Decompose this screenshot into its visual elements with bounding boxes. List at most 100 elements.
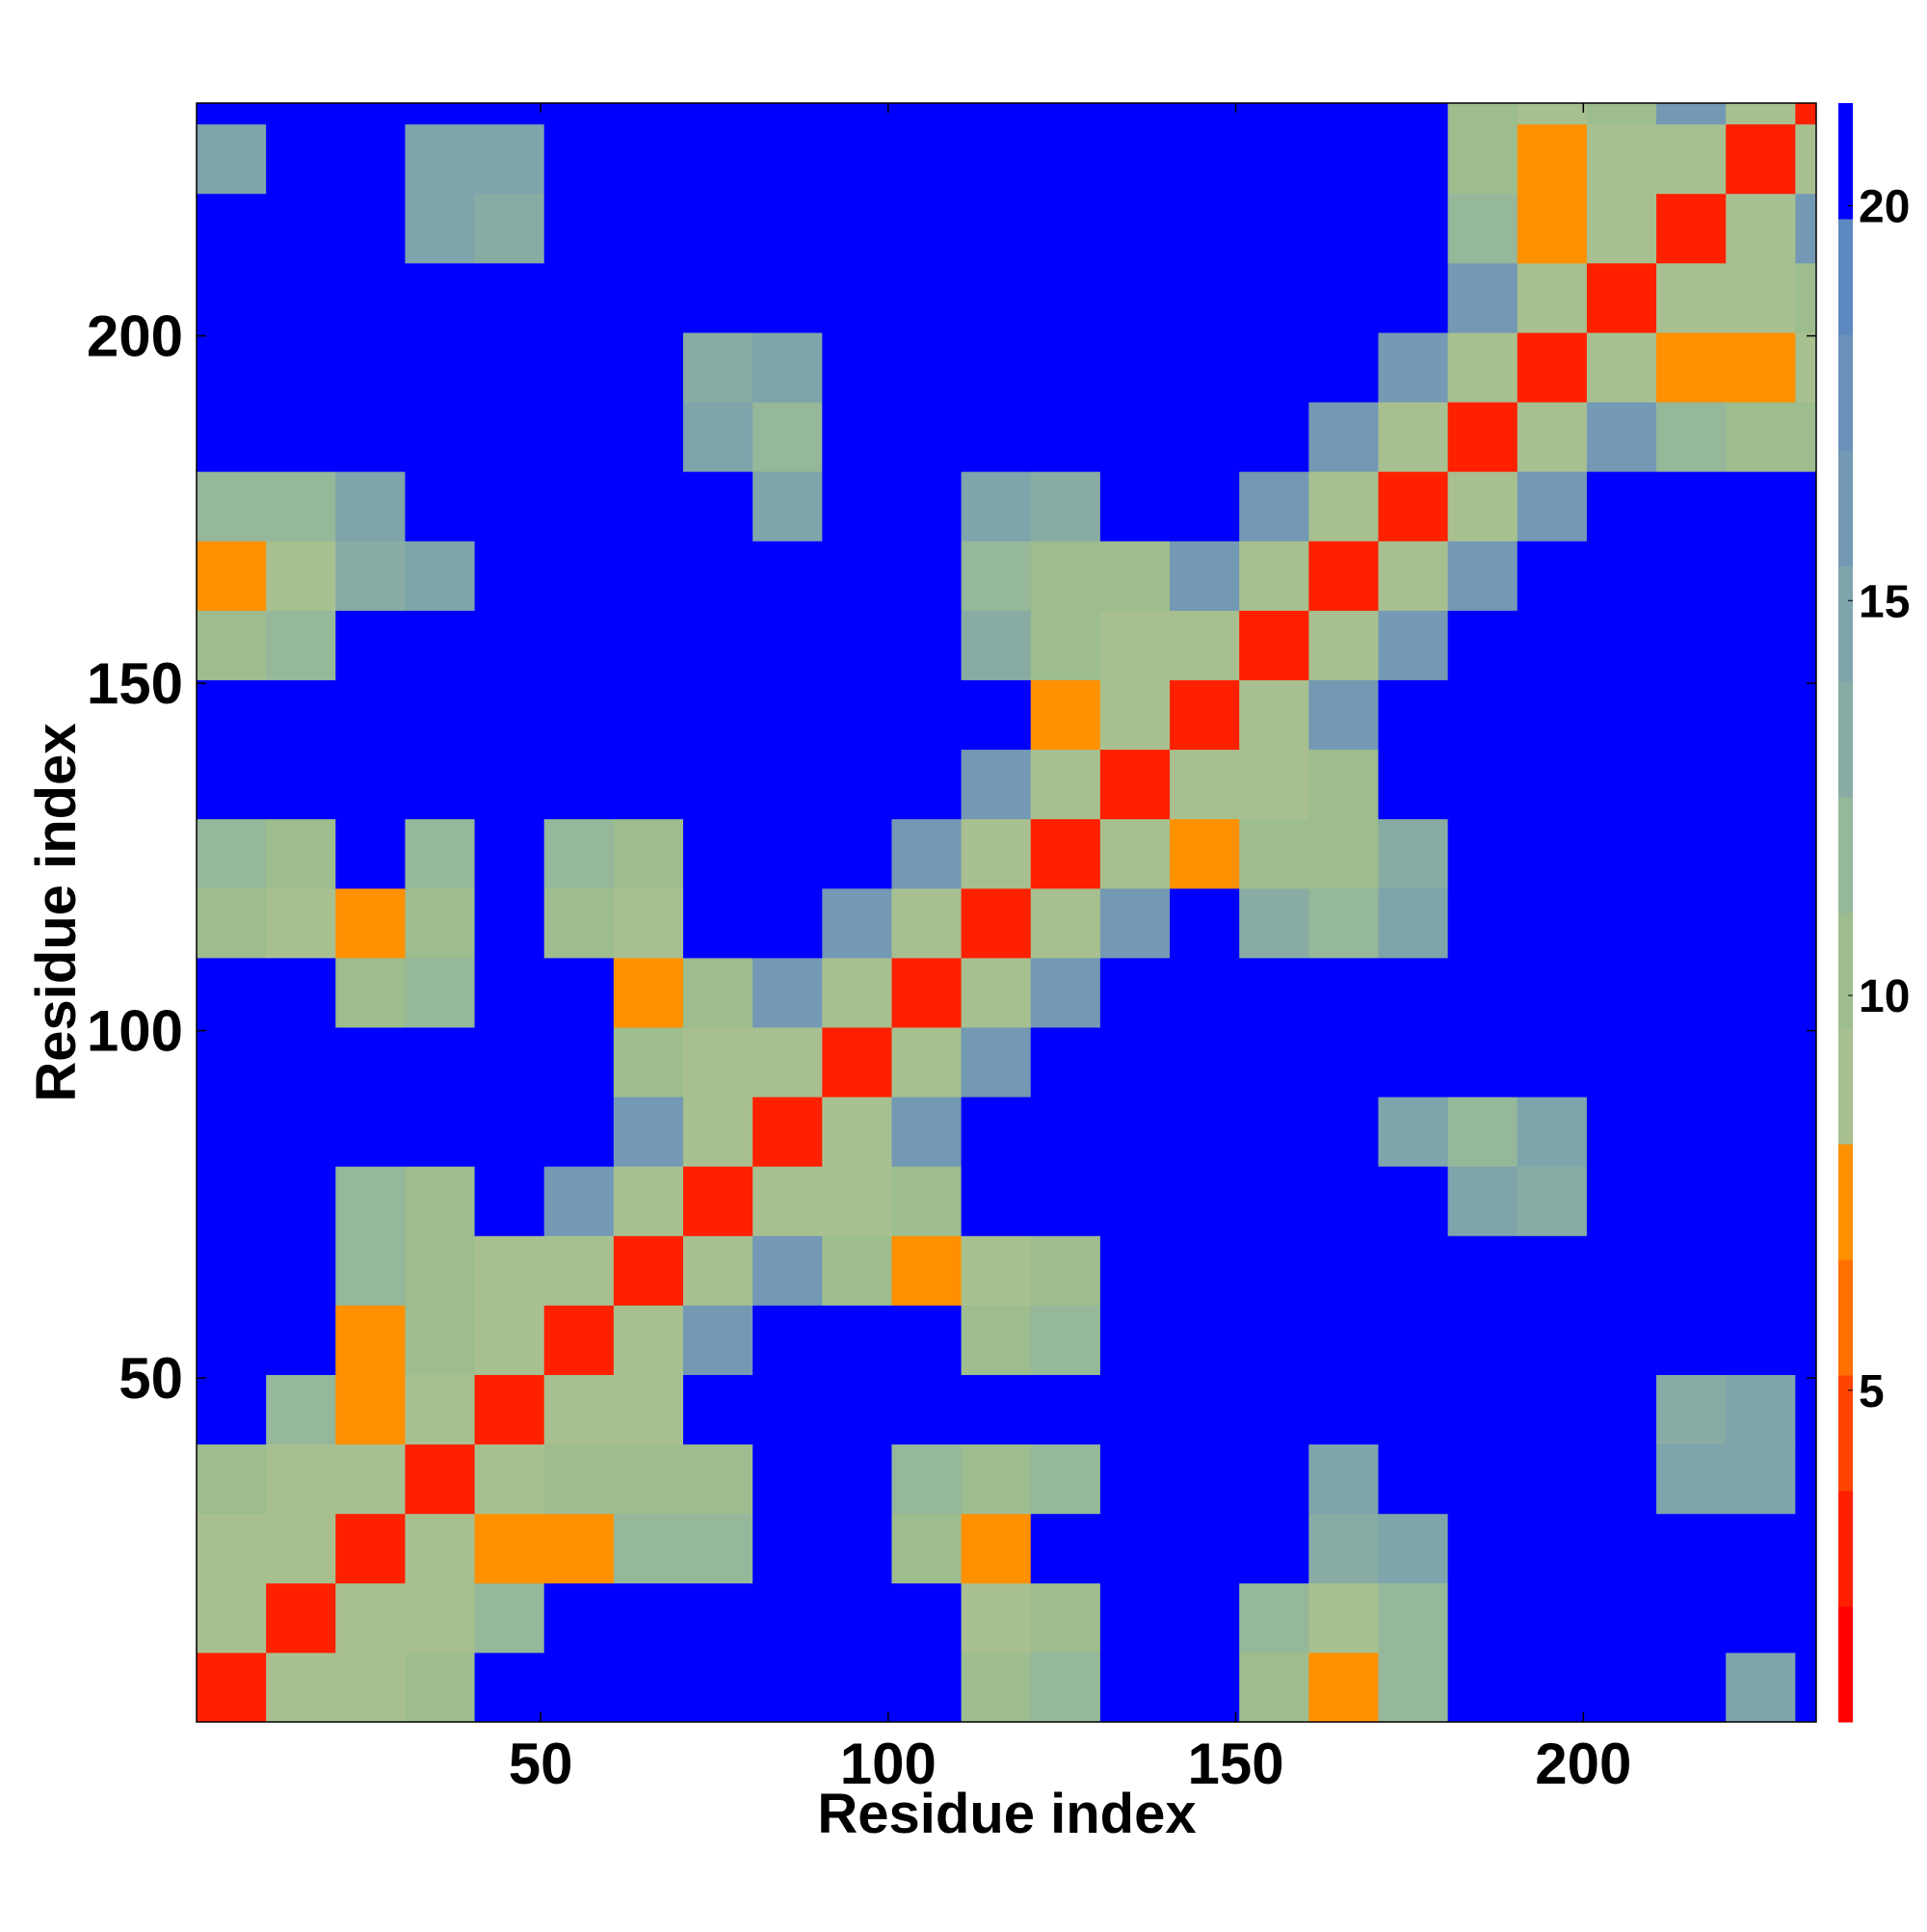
heatmap-cell <box>1447 471 1518 542</box>
heatmap-cell <box>1170 1305 1240 1375</box>
heatmap-cell <box>543 887 615 959</box>
heatmap-cell <box>1795 193 1817 264</box>
heatmap-cell <box>891 1097 963 1167</box>
heatmap-cell <box>1099 1026 1171 1098</box>
heatmap-cell <box>822 1166 892 1236</box>
heatmap-cell <box>1795 471 1817 542</box>
heatmap-cell <box>613 610 684 680</box>
heatmap-cell <box>1378 103 1449 125</box>
heatmap-cell <box>405 957 476 1028</box>
heatmap-cell <box>683 331 753 403</box>
heatmap-cell <box>335 818 406 889</box>
heatmap-cell <box>474 749 545 820</box>
heatmap-cell <box>1726 1443 1796 1515</box>
heatmap-cell <box>1447 1026 1518 1098</box>
heatmap-cell <box>335 1652 406 1723</box>
heatmap-cell <box>752 1166 823 1236</box>
heatmap-cell <box>1656 471 1727 542</box>
y-tick-label: 100 <box>87 999 183 1064</box>
heatmap-cell <box>474 887 545 959</box>
heatmap-cell <box>1795 1026 1817 1098</box>
heatmap-cell <box>683 1582 753 1654</box>
heatmap-cell <box>266 818 336 889</box>
heatmap-cell <box>335 1513 406 1584</box>
heatmap-cell <box>752 1582 823 1654</box>
heatmap-cell <box>1447 1305 1518 1375</box>
heatmap-cell <box>613 1513 684 1584</box>
heatmap-cell <box>1239 610 1309 680</box>
heatmap-cell <box>683 262 753 333</box>
heatmap-cell <box>1517 193 1588 264</box>
heatmap-cell <box>543 1166 615 1236</box>
heatmap-cell <box>752 818 823 889</box>
heatmap-cell <box>1308 1166 1379 1236</box>
heatmap-cell <box>961 541 1032 611</box>
colorbar-segment <box>1838 1606 1853 1723</box>
heatmap-cell <box>335 957 406 1028</box>
heatmap-cell <box>1795 402 1817 472</box>
heatmap-cell <box>543 749 615 820</box>
heatmap-cell <box>1656 541 1727 611</box>
heatmap-cell <box>197 541 267 611</box>
heatmap-cell <box>543 1513 615 1584</box>
heatmap-cell <box>405 1513 476 1584</box>
heatmap-cell <box>1726 331 1796 403</box>
heatmap-cell <box>1656 402 1727 472</box>
heatmap-cell <box>1170 749 1240 820</box>
heatmap-cell <box>1795 957 1817 1028</box>
heatmap-cell <box>1656 331 1727 403</box>
heatmap-cell <box>1795 541 1817 611</box>
heatmap-cell <box>1656 610 1727 680</box>
heatmap-cell <box>1030 541 1101 611</box>
heatmap-cell <box>335 610 406 680</box>
heatmap-cell <box>1586 610 1657 680</box>
heatmap-cell <box>1726 1513 1796 1584</box>
heatmap-cell <box>543 1026 615 1098</box>
heatmap-cell <box>474 1235 545 1306</box>
heatmap-cell <box>335 749 406 820</box>
heatmap-cell <box>1099 1235 1171 1306</box>
heatmap-cell <box>891 887 963 959</box>
heatmap-cell <box>197 262 267 333</box>
heatmap-cell <box>1447 1582 1518 1654</box>
heatmap-cell <box>1586 1374 1657 1445</box>
heatmap-cell <box>1378 331 1449 403</box>
heatmap-cell <box>1517 331 1588 403</box>
heatmap-cell <box>266 1305 336 1375</box>
heatmap-cell <box>474 1166 545 1236</box>
heatmap-cell <box>1517 1235 1588 1306</box>
heatmap-cell <box>1726 610 1796 680</box>
heatmap-cell <box>1308 749 1379 820</box>
heatmap-cell <box>1030 123 1101 195</box>
heatmap-cell <box>405 1374 476 1445</box>
heatmap-cell <box>1517 1513 1588 1584</box>
heatmap-cell <box>683 887 753 959</box>
heatmap-cell <box>335 262 406 333</box>
heatmap-cell <box>266 749 336 820</box>
heatmap-cell <box>1517 1374 1588 1445</box>
heatmap-cell <box>961 1235 1032 1306</box>
heatmap-cell <box>961 262 1032 333</box>
heatmap-cell <box>1517 1652 1588 1723</box>
heatmap-cell <box>1239 887 1309 959</box>
heatmap-cell <box>1517 1443 1588 1515</box>
colorbar-segment <box>1838 450 1853 567</box>
heatmap-cell <box>543 1582 615 1654</box>
heatmap-cell <box>752 331 823 403</box>
heatmap-cell <box>1586 1235 1657 1306</box>
heatmap-cell <box>1726 1026 1796 1098</box>
heatmap-cell <box>1656 123 1727 195</box>
heatmap-cell <box>405 610 476 680</box>
heatmap-cell <box>683 679 753 751</box>
heatmap-cell <box>752 1513 823 1584</box>
heatmap-cell <box>752 1374 823 1445</box>
heatmap-cell <box>543 541 615 611</box>
heatmap-cell <box>1726 262 1796 333</box>
heatmap-cell <box>197 818 267 889</box>
heatmap-cell <box>1795 1097 1817 1167</box>
heatmap-cell <box>822 1513 892 1584</box>
heatmap-cell <box>1239 1443 1309 1515</box>
heatmap-cell <box>1517 1026 1588 1098</box>
heatmap-cell <box>961 1305 1032 1375</box>
heatmap-cell <box>1239 1166 1309 1236</box>
